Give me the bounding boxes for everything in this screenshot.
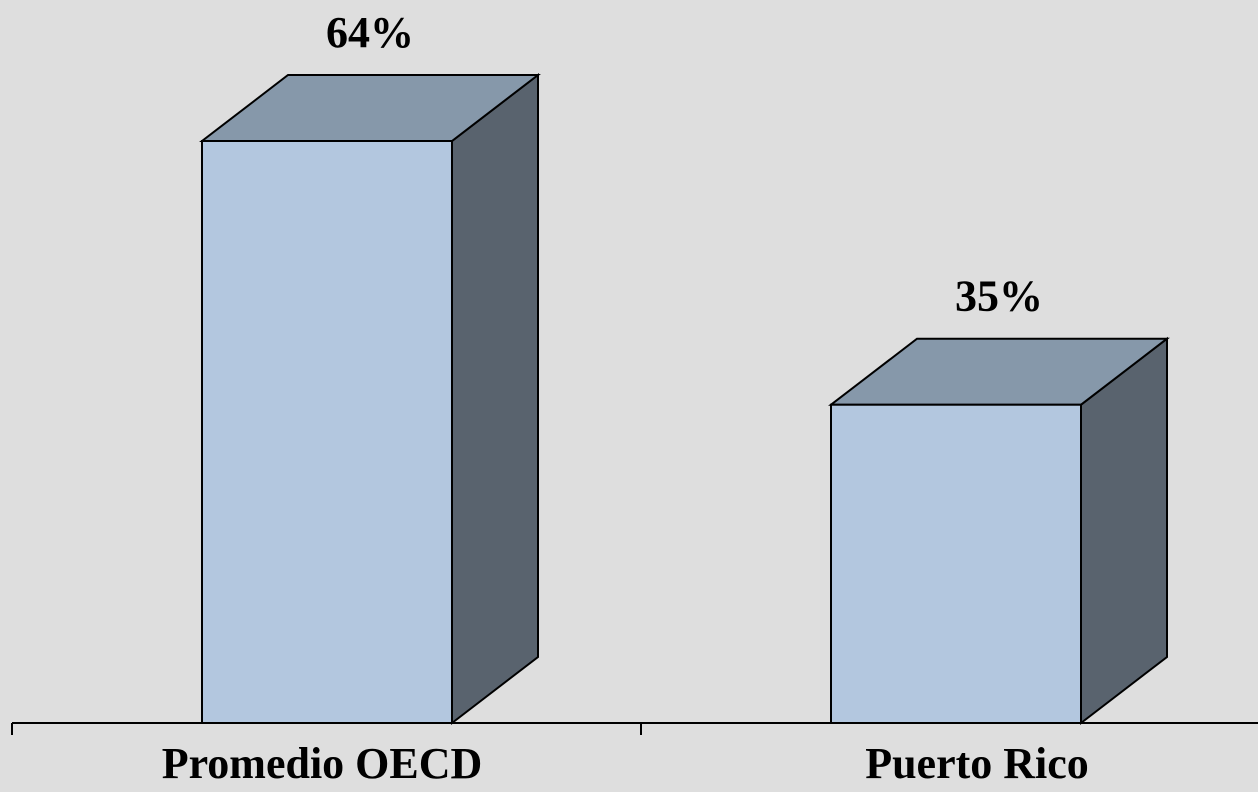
- data-label-0: 64%: [326, 8, 414, 57]
- bar-side-1: [1080, 336, 1168, 726]
- tick-label-0: Promedio OECD: [162, 739, 483, 787]
- bar-side-0: [451, 72, 539, 726]
- x-axis: [11, 722, 1258, 735]
- tick-label-1: Puerto Rico: [865, 739, 1089, 787]
- bar-1: [830, 403, 1082, 724]
- data-label-1: 35%: [955, 272, 1043, 321]
- labels-layer: 64% Promedio OECD 35% Puerto Rico: [162, 8, 1089, 788]
- bar-0: [201, 140, 453, 724]
